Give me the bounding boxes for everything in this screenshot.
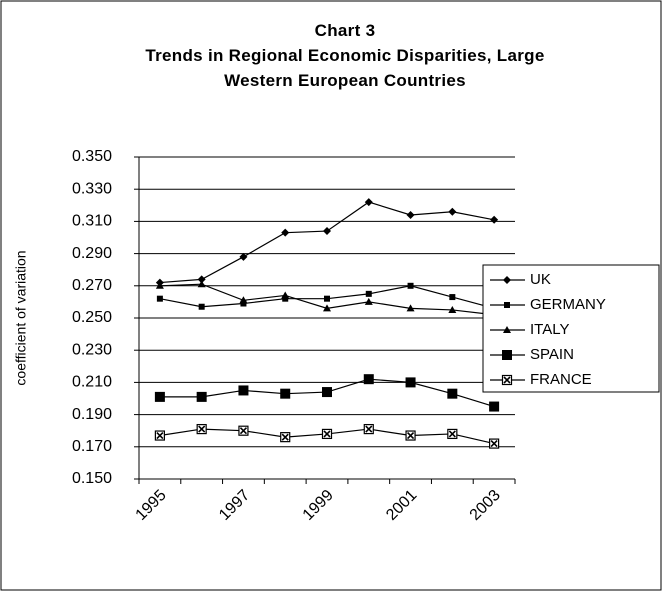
marker	[156, 295, 163, 302]
marker	[197, 280, 206, 288]
marker-cross	[156, 431, 164, 440]
chart-title: Chart 3	[314, 21, 376, 40]
marker	[503, 326, 511, 333]
marker	[449, 294, 456, 301]
marker	[323, 304, 331, 312]
marker	[447, 428, 458, 440]
marker	[489, 438, 500, 449]
marker	[503, 276, 511, 284]
marker	[489, 401, 500, 412]
marker	[281, 228, 290, 237]
titles: Chart 3 Trends in Regional Economic Disp…	[130, 18, 560, 93]
marker-cross	[365, 425, 373, 433]
legend-marker	[503, 326, 511, 333]
marker	[240, 300, 247, 307]
legend-marker	[502, 350, 512, 360]
y-tick-label: 0.330	[72, 180, 112, 197]
legend-marker	[504, 302, 510, 308]
legend-label: ITALY	[530, 321, 569, 338]
legend-marker	[503, 276, 511, 284]
marker	[406, 210, 415, 219]
y-tick-label: 0.350	[72, 148, 112, 165]
marker	[282, 295, 289, 302]
marker-cross	[490, 440, 498, 448]
marker-cross	[503, 376, 511, 384]
marker	[364, 198, 373, 207]
marker	[238, 425, 249, 436]
y-tick-label: 0.310	[72, 213, 112, 230]
marker	[363, 374, 374, 385]
marker	[448, 207, 457, 216]
y-tick-label: 0.270	[72, 277, 112, 294]
marker	[198, 303, 205, 310]
marker-cross	[406, 431, 415, 440]
marker	[321, 428, 333, 440]
marker	[281, 291, 290, 299]
y-tick-label: 0.210	[72, 374, 112, 391]
marker	[364, 297, 373, 305]
marker-cross	[323, 430, 331, 438]
marker	[502, 350, 512, 360]
marker-cross	[448, 430, 456, 438]
marker	[322, 387, 332, 398]
marker	[324, 295, 330, 302]
marker	[448, 305, 457, 313]
marker-cross	[239, 427, 248, 435]
legend-label: FRANCE	[530, 371, 592, 388]
marker	[154, 391, 165, 402]
legend-label: SPAIN	[530, 346, 574, 363]
marker	[196, 423, 207, 435]
marker	[490, 215, 499, 224]
marker	[363, 423, 374, 435]
marker	[154, 430, 165, 441]
y-axis-label: coefficient of variation	[13, 250, 29, 385]
marker	[196, 391, 207, 402]
marker	[239, 252, 248, 261]
marker	[280, 388, 291, 399]
y-tick-label: 0.290	[72, 245, 112, 262]
marker	[197, 275, 206, 284]
y-tick-label: 0.230	[72, 341, 112, 358]
marker	[280, 432, 291, 443]
marker	[407, 282, 414, 289]
marker	[504, 302, 510, 308]
marker	[501, 374, 513, 386]
marker	[447, 388, 458, 399]
marker	[238, 385, 249, 396]
y-tick-label: 0.170	[72, 438, 112, 455]
y-tick-label: 0.150	[72, 470, 112, 487]
marker	[155, 281, 164, 289]
legend-label: GERMANY	[530, 296, 606, 313]
marker-cross	[281, 433, 289, 441]
marker	[405, 377, 416, 388]
y-tick-label: 0.190	[72, 406, 112, 423]
legend-marker	[501, 374, 513, 386]
marker	[239, 296, 248, 304]
marker	[405, 430, 416, 441]
marker	[406, 304, 415, 312]
legend-box	[482, 264, 660, 393]
legend-label: UK	[530, 271, 551, 288]
y-tick-label: 0.250	[72, 309, 112, 326]
marker-cross	[198, 425, 206, 433]
marker	[365, 290, 372, 297]
marker	[323, 227, 331, 236]
chart-subtitle: Trends in Regional Economic Disparities,…	[145, 46, 545, 90]
